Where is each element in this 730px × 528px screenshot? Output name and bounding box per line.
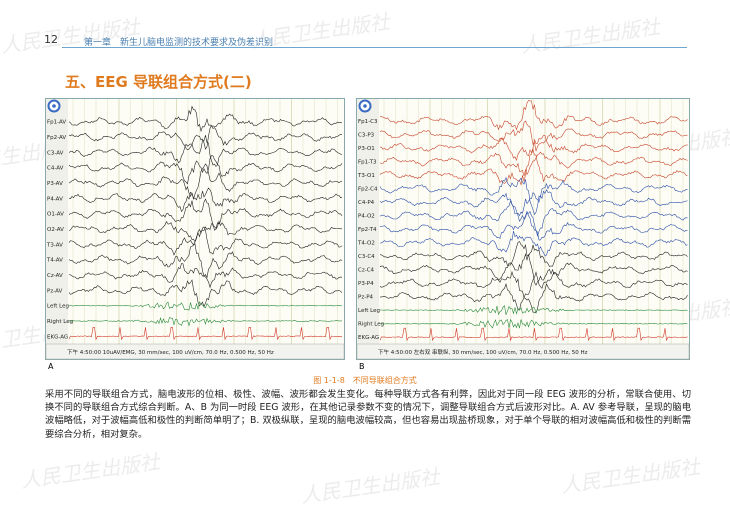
eeg-trace [68,220,342,243]
eeg-trace [379,188,688,217]
channel-label: C3-AV [47,150,64,156]
settings-icon-dot [52,104,56,108]
eeg-trace [379,231,688,257]
eeg-trace [68,124,343,151]
watermark: 人民卫生出版社 [299,464,442,508]
section-title: 五、EEG 导联组合方式(二) [65,73,252,91]
eeg-trace [68,135,343,167]
channel-label: EKG-AG [358,335,379,341]
eeg-trace [68,279,343,308]
channel-label: P3-O1 [358,146,375,152]
channel-label: T3-AV [46,242,63,248]
eeg-trace [68,198,343,230]
eeg-trace [68,243,343,279]
channel-label: O1-AV [47,212,64,218]
eeg-trace [379,305,688,316]
panel-frame [45,98,345,360]
channel-label: C4-P4 [358,200,375,206]
channel-label: Fp2-AV [47,135,66,141]
panel-label: A [48,362,54,371]
channel-label: T3-O1 [357,173,375,179]
header-rule [62,47,687,48]
channel-label: Fp2-T4 [358,227,377,233]
ekg-trace [379,327,688,342]
eeg-trace [68,187,343,213]
status-text: 下午 4:50:00 左右双 串联纵, 30 mm/sec, 100 uV/cm… [378,348,588,356]
channel-label: Right Leg [358,322,384,328]
body-text: 采用不同的导联组合方式，脑电波形的位相、极性、波幅、波形都会发生变化。每种导联方… [45,389,691,440]
eeg-trace [379,135,688,162]
channel-label: C4-AV [47,166,64,172]
eeg-trace [68,301,343,311]
channel-label: Left Leg [358,308,380,314]
channel-label: P4-AV [47,196,63,202]
channel-label: Cz-AV [47,273,63,279]
eeg-trace [379,318,688,329]
page-number: 12 [44,33,58,46]
eeg-trace [379,210,688,241]
channel-label: Fp2-C4 [358,186,378,192]
watermark: 人民卫生出版社 [519,14,662,58]
eeg-trace [68,263,343,289]
channel-label: P3-AV [47,181,63,187]
eeg-trace [68,155,343,185]
eeg-trace [379,148,688,186]
panel-label: B [359,362,365,371]
channel-label: Pz-P4 [358,295,374,301]
eeg-trace [379,253,688,286]
watermark: 人民卫生出版社 [559,454,702,498]
channel-label: C3-P3 [358,132,375,138]
eeg-trace [379,282,688,314]
eeg-figure: Fp1-C3 C3-P3 P3-O1 Fp1-T3 T3-O1 Fp2-C4 C4-P4 P4… [356,98,690,360]
channel-label: C3-C4 [358,254,375,260]
panel-frame [356,98,690,360]
channel-label: T4-AV [46,258,63,264]
label-column [357,99,379,359]
channel-label: O2-AV [47,227,64,233]
eeg-trace [379,151,688,177]
status-bar [356,343,690,360]
eeg-figure: Fp1-AV Fp2-AV C3-AV C4-AV P3-AV P4-AV O1-AV O2-… [45,98,345,360]
eeg-trace [68,163,343,200]
eeg-trace [68,316,343,327]
ekg-trace [68,327,343,341]
label-column [46,99,68,359]
channel-label: T4-O2 [357,241,375,247]
eeg-trace [379,241,688,267]
eeg-trace [68,226,343,256]
channel-label: Right Leg [47,319,73,325]
channel-label: Fp1-C3 [358,119,378,125]
channel-label: P3-P4 [358,281,374,287]
settings-icon-dot [363,104,367,108]
channel-label: Pz-AV [47,288,62,294]
channel-label: P4-O2 [358,213,375,219]
figure-caption: 图 1-1-8 不同导联组合方式 [313,376,417,385]
eeg-trace [379,199,688,237]
channel-label: Fp1-AV [47,120,66,126]
eeg-trace [380,100,688,131]
status-text: 下午 4:50:00 10uAV/EMG, 30 mm/sec, 100 uV/… [67,348,274,356]
watermark: 人民卫生出版社 [19,449,162,493]
channel-label: Cz-C4 [358,268,375,274]
chapter-title: 第一章 新生儿脑电监测的技术要求及伪差识别 [84,38,274,48]
eeg-trace [379,270,688,299]
eeg-trace [379,176,688,216]
status-bar [45,343,345,360]
channel-label: Fp1-T3 [358,159,377,165]
channel-label: Left Leg [47,304,69,310]
channel-label: EKG-AG [47,334,68,340]
eeg-trace [68,105,343,133]
